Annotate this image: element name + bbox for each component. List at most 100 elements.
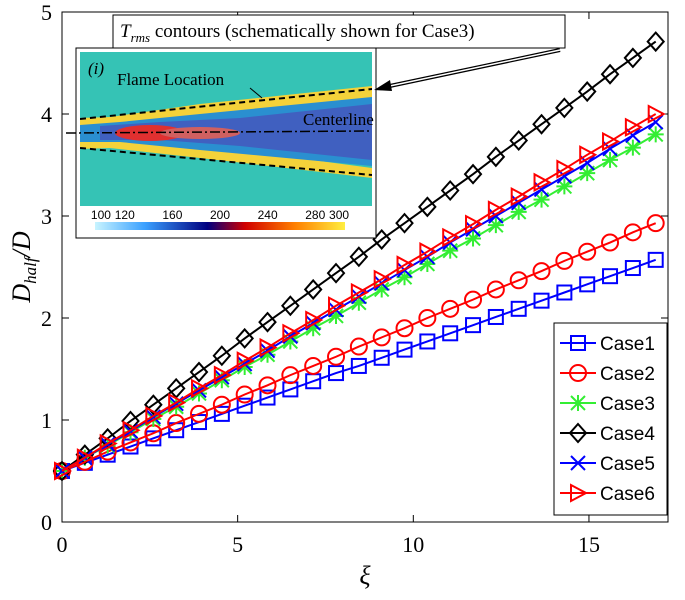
marker: [570, 483, 589, 503]
colorbar: [95, 222, 345, 230]
x-axis-label: ξ: [359, 561, 371, 590]
marker: [349, 246, 369, 268]
series-line: [61, 40, 657, 472]
marker: [463, 163, 483, 185]
y-tick-label: 5: [41, 0, 52, 25]
marker: [418, 196, 437, 218]
marker: [602, 151, 619, 168]
marker: [145, 406, 164, 426]
title-arrow: [374, 48, 561, 91]
marker: [258, 376, 277, 395]
marker: [532, 262, 551, 281]
marker: [623, 47, 643, 69]
marker: [259, 389, 276, 406]
inset-title: Trms contours (schematically shown for C…: [120, 21, 475, 45]
marker: [579, 165, 596, 182]
marker: [305, 310, 324, 330]
marker: [213, 365, 232, 385]
marker: [556, 159, 575, 179]
marker: [303, 278, 323, 300]
marker: [122, 420, 141, 440]
series: [52, 31, 666, 482]
marker: [442, 242, 459, 259]
marker: [235, 385, 254, 404]
colorbar-tick-label: 120: [115, 208, 135, 222]
x-tick-label: 0: [57, 532, 68, 557]
marker: [578, 242, 597, 261]
marker: [647, 251, 664, 268]
marker: [465, 317, 482, 334]
colorbar-tick-label: 200: [210, 208, 230, 222]
marker: [235, 327, 255, 349]
y-label-tail: /D: [7, 231, 36, 259]
flame-location-label: Flame Location: [117, 70, 225, 89]
marker: [533, 292, 550, 309]
marker: [144, 394, 163, 416]
marker: [624, 117, 643, 137]
marker: [99, 433, 118, 454]
inset-title-sub: rms: [131, 30, 151, 45]
marker: [487, 200, 506, 220]
y-label-sub: half: [21, 255, 40, 284]
y-tick-label: 3: [41, 204, 52, 229]
marker: [602, 131, 621, 152]
legend-label: Case6: [600, 484, 655, 505]
marker: [212, 345, 232, 367]
marker: [623, 223, 642, 242]
marker: [418, 309, 437, 327]
marker: [350, 282, 369, 303]
marker: [54, 461, 73, 481]
marker: [145, 410, 162, 427]
marker: [419, 333, 436, 350]
y-tick-label: 0: [41, 510, 52, 535]
marker: [532, 113, 551, 135]
y-axis-label: Dhalf/D: [7, 231, 40, 303]
marker: [486, 146, 506, 168]
marker: [304, 356, 323, 375]
axes-frame: [61, 11, 669, 523]
x-tick-label: 5: [232, 532, 243, 557]
marker: [646, 31, 666, 53]
marker: [624, 260, 641, 277]
x-tick-label: 10: [402, 532, 424, 557]
marker: [600, 63, 620, 85]
marker: [647, 126, 664, 143]
marker: [76, 448, 95, 468]
marker: [281, 295, 300, 317]
marker: [190, 404, 209, 423]
marker: [570, 455, 586, 471]
inset-title-tail: contours (schematically shown for Case3): [150, 21, 475, 42]
marker: [601, 233, 620, 252]
inset-title-box: [112, 14, 566, 49]
legend-label: Case4: [600, 424, 655, 445]
marker: [349, 337, 368, 356]
marker: [259, 346, 276, 363]
colorbar-tick-label: 160: [162, 208, 182, 222]
legend-label: Case5: [600, 454, 655, 475]
marker: [373, 269, 392, 289]
inset-panel-label: (i): [88, 59, 104, 78]
y-tick-label: 2: [41, 306, 52, 331]
inset-title-main: T: [120, 21, 132, 42]
marker: [212, 395, 231, 414]
marker: [236, 397, 253, 414]
marker: [395, 212, 414, 234]
marker: [442, 325, 459, 342]
marker: [577, 81, 597, 103]
marker: [328, 365, 345, 382]
marker: [442, 227, 461, 248]
marker: [646, 214, 665, 233]
legend-label: Case2: [600, 364, 655, 385]
marker: [579, 145, 598, 165]
marker: [440, 179, 460, 202]
annotation-arrow: [249, 87, 263, 99]
marker: [510, 300, 527, 317]
marker: [441, 299, 460, 318]
marker: [328, 307, 345, 324]
marker: [510, 186, 529, 207]
marker: [602, 268, 619, 285]
marker: [395, 319, 414, 338]
marker: [570, 395, 586, 411]
marker: [191, 378, 210, 399]
